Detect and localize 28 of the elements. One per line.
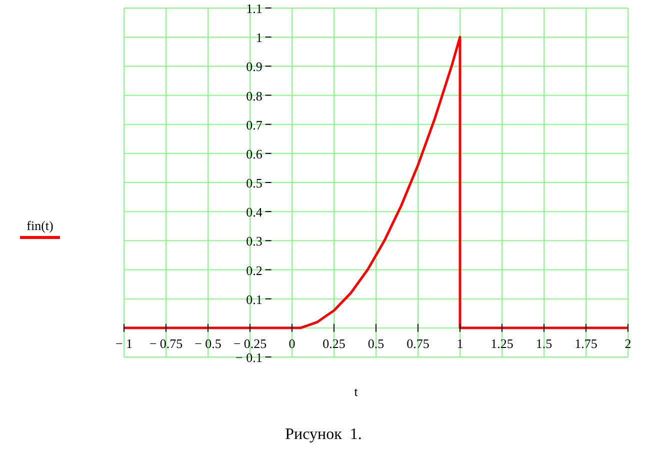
y-tick-label: 0.1 [246, 292, 262, 307]
y-tick-label: − 0.1 [235, 350, 262, 365]
y-tick-label: 0.3 [246, 234, 262, 249]
x-tick-label: 0.75 [406, 336, 430, 351]
y-tick-label: 0.6 [246, 146, 263, 162]
x-tick-label: 0.25 [322, 336, 346, 351]
y-tick-label: 0.5 [246, 176, 262, 190]
y-tick-label: 0.7 [246, 117, 263, 132]
x-tick-label: 0 [288, 336, 296, 351]
text: fin(t) [26, 218, 54, 234]
x-tick-label: 1.75 [574, 336, 598, 351]
x-tick-label: 1 [456, 336, 464, 351]
x-tick-label: 1.25 [490, 336, 514, 351]
x-tick-label: − 0.75 [149, 336, 183, 351]
y-tick-label: 1.1 [246, 1, 262, 16]
y-tick-label: 0.8 [246, 88, 262, 104]
text: Рисунок 1. [284, 426, 363, 444]
y-tick-label: 1 [256, 30, 262, 46]
y-tick-label: 0.4 [246, 204, 263, 220]
x-tick-label: 1.5 [536, 336, 552, 351]
x-tick-label: 2 [624, 336, 632, 351]
x-tick-label: − 1 [115, 336, 133, 351]
x-tick-label: − 0.5 [194, 336, 222, 351]
y-tick-label: 0.9 [246, 59, 262, 74]
y-tick-label: 0.2 [246, 262, 262, 278]
x-tick-label: − 0.25 [233, 336, 267, 351]
x-axis-title: t [353, 384, 359, 400]
x-tick-label: 0.5 [368, 336, 384, 351]
